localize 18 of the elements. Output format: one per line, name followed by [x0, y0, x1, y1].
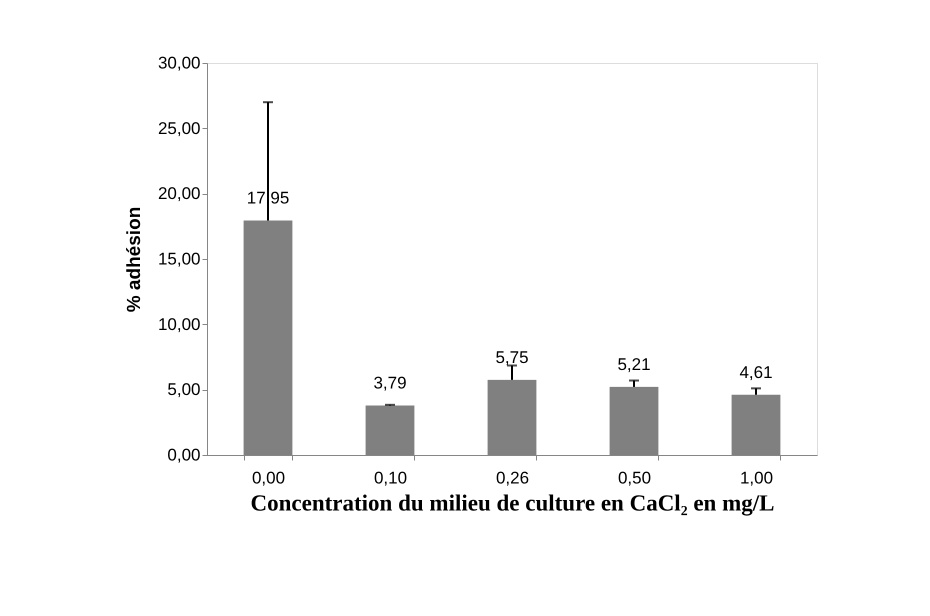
x-axis-title: Concentration du milieu de culture en CaCl₂ en mg/L — [250, 490, 774, 516]
y-tick-label: 20,00 — [158, 184, 200, 204]
y-tick-label: 10,00 — [158, 314, 200, 334]
x-tick-label: 0,00 — [252, 468, 286, 488]
data-label: 4,61 — [739, 362, 773, 382]
y-tick-label: 5,00 — [167, 380, 200, 400]
x-tick-label: 0,50 — [618, 468, 652, 488]
data-label: 5,75 — [495, 348, 529, 367]
y-axis-title: % adhésion — [124, 206, 145, 312]
data-label: 5,21 — [617, 354, 651, 374]
y-tick-label: 15,00 — [158, 250, 200, 268]
y-tick-label: 0,00 — [167, 446, 200, 464]
x-tick-label: 1,00 — [740, 468, 774, 488]
data-label: 3,79 — [373, 373, 407, 392]
y-tick-label: 25,00 — [158, 118, 200, 138]
y-tick-label: 30,00 — [158, 54, 200, 72]
x-tick-label: 0,26 — [496, 468, 530, 488]
x-tick-label: 0,10 — [374, 468, 408, 488]
